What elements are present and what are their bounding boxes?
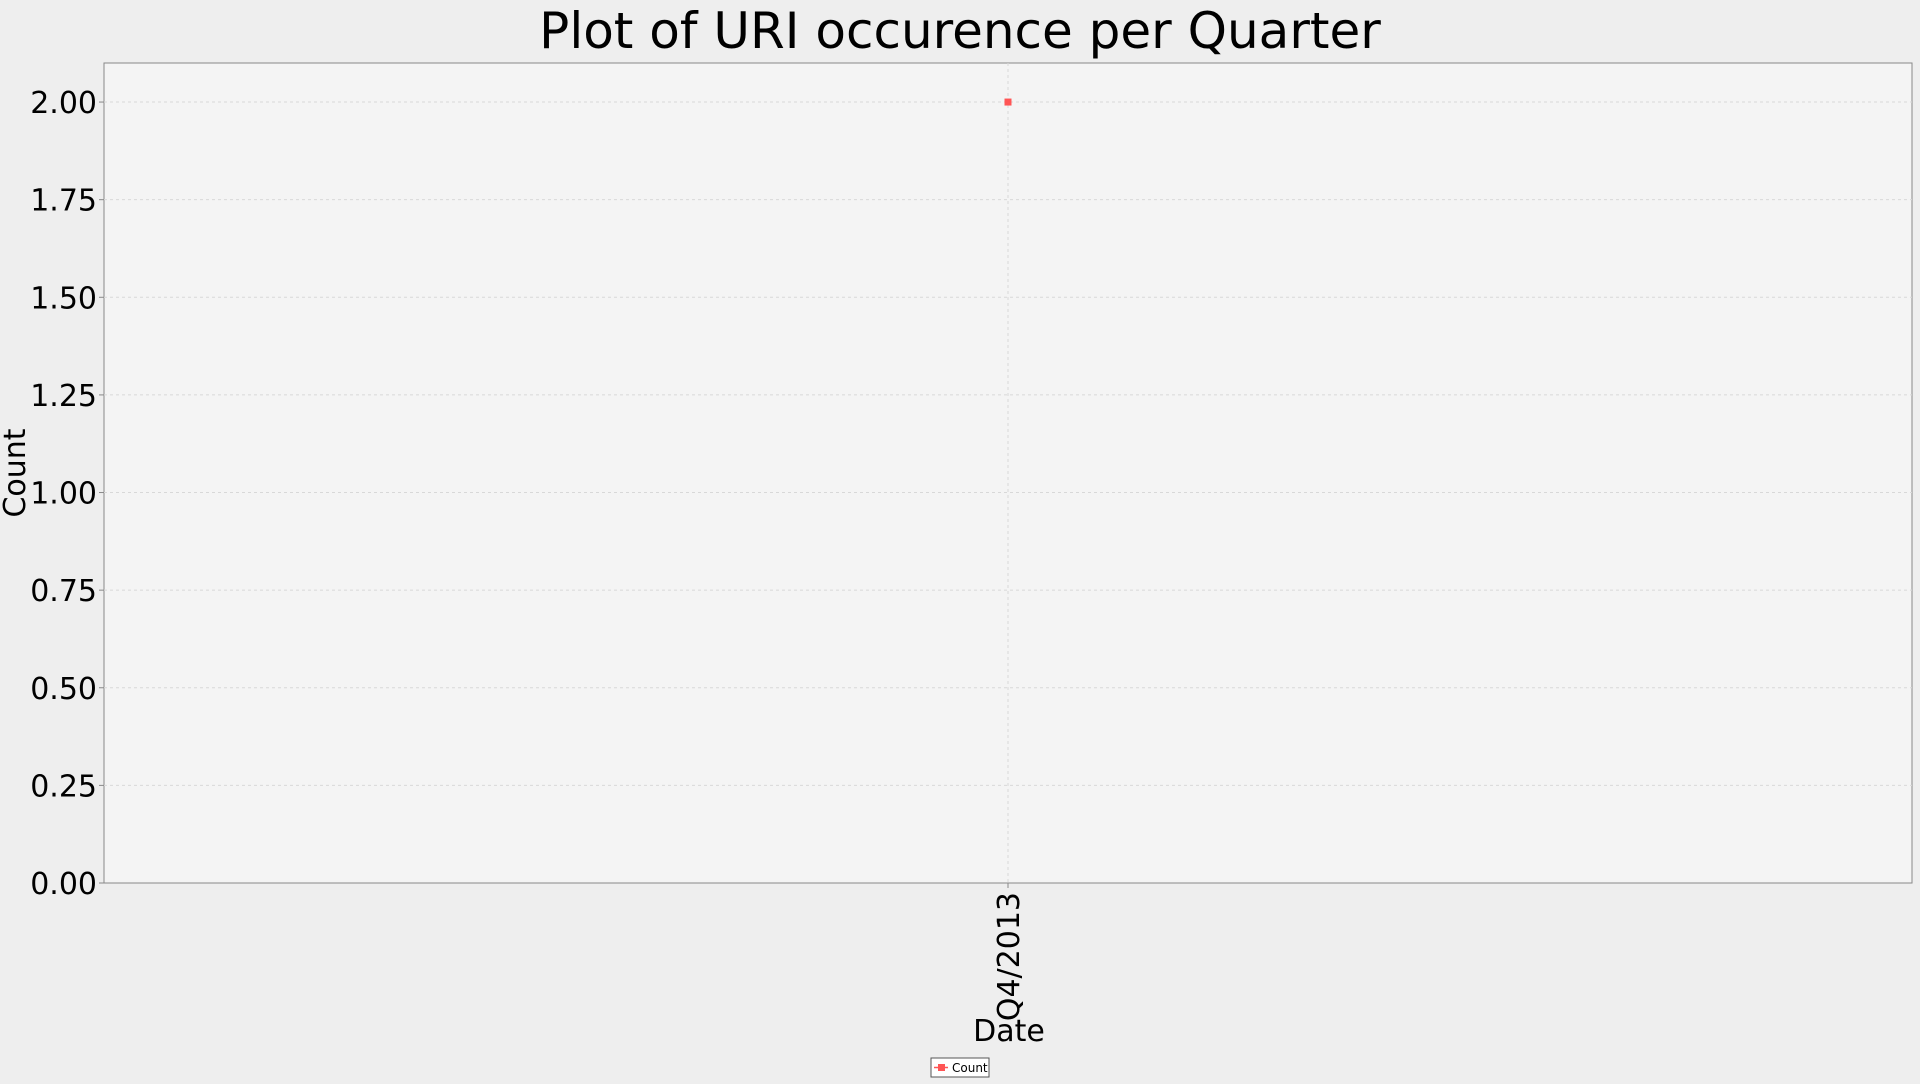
y-tick-label: 0.25 [30, 769, 97, 804]
data-marks [1004, 98, 1012, 106]
chart-title: Plot of URI occurence per Quarter [539, 2, 1381, 60]
y-tick-label: 0.50 [30, 672, 97, 707]
data-point [1004, 98, 1012, 106]
grid-layer [104, 63, 1912, 883]
legend-box [930, 1057, 990, 1078]
y-axis-ticks: 0.00 0.25 0.50 0.75 1.00 1.25 1.50 1.75 2.00 [30, 86, 104, 902]
y-tick-label: 1.00 [30, 477, 97, 512]
legend-label-count: Count [952, 1061, 988, 1075]
x-axis-ticks: Q4/2013 [992, 883, 1027, 1021]
y-tick-label: 1.75 [30, 184, 97, 219]
x-tick-label: Q4/2013 [992, 892, 1027, 1021]
y-tick-label: 2.00 [30, 86, 97, 121]
legend: Count [930, 1057, 990, 1078]
y-axis-label: Count [0, 428, 33, 517]
y-tick-label: 1.50 [30, 281, 97, 316]
y-tick-label: 1.25 [30, 379, 97, 414]
x-axis-label: Date [973, 1014, 1045, 1049]
legend-swatch-count [938, 1064, 945, 1071]
y-tick-label: 0.00 [30, 867, 97, 902]
y-tick-label: 0.75 [30, 574, 97, 609]
